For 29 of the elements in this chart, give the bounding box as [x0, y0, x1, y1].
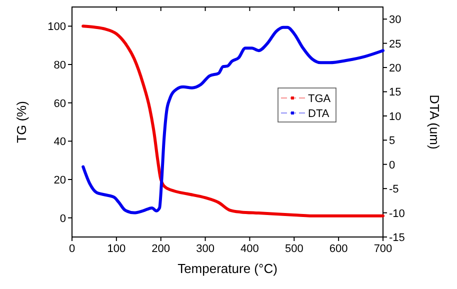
- legend-label: DTA: [308, 108, 330, 120]
- y-axis-title: TG (%): [14, 101, 29, 143]
- y2-tick-label: 15: [389, 86, 402, 99]
- y2-axis-title: DTA (um): [427, 94, 442, 150]
- x-tick-label: 500: [284, 243, 304, 255]
- legend-label: TGA: [308, 93, 332, 105]
- x-tick-label: 300: [196, 243, 214, 255]
- x-tick-label: 100: [107, 243, 126, 255]
- y2-tick-label: -10: [389, 208, 405, 220]
- x-axis-title: Temperature (°C): [178, 261, 278, 276]
- y2-tick-label: -5: [389, 184, 399, 196]
- y-tick-label: 20: [54, 174, 66, 186]
- x-tick-label: 200: [152, 243, 170, 255]
- y-tick-label: 60: [54, 98, 66, 110]
- y2-tick-label: -15: [389, 232, 405, 244]
- y-tick-label: 100: [48, 21, 66, 34]
- y2-tick-label: 10: [389, 110, 402, 123]
- y-tick-label: 80: [54, 60, 66, 72]
- y2-tick-label: 25: [389, 38, 402, 50]
- x-tick-label: 600: [329, 243, 348, 255]
- x-tick-label: 700: [374, 243, 392, 255]
- y2-tick-label: 5: [389, 135, 396, 148]
- y2-tick-label: 0: [389, 159, 396, 172]
- x-tick-label: 0: [68, 243, 76, 255]
- y-tick-label: 0: [60, 212, 66, 225]
- y2-tick-label: 20: [389, 62, 402, 75]
- x-tick-label: 400: [240, 243, 259, 255]
- y2-tick-label: 30: [389, 14, 402, 26]
- y-tick-label: 40: [54, 136, 66, 148]
